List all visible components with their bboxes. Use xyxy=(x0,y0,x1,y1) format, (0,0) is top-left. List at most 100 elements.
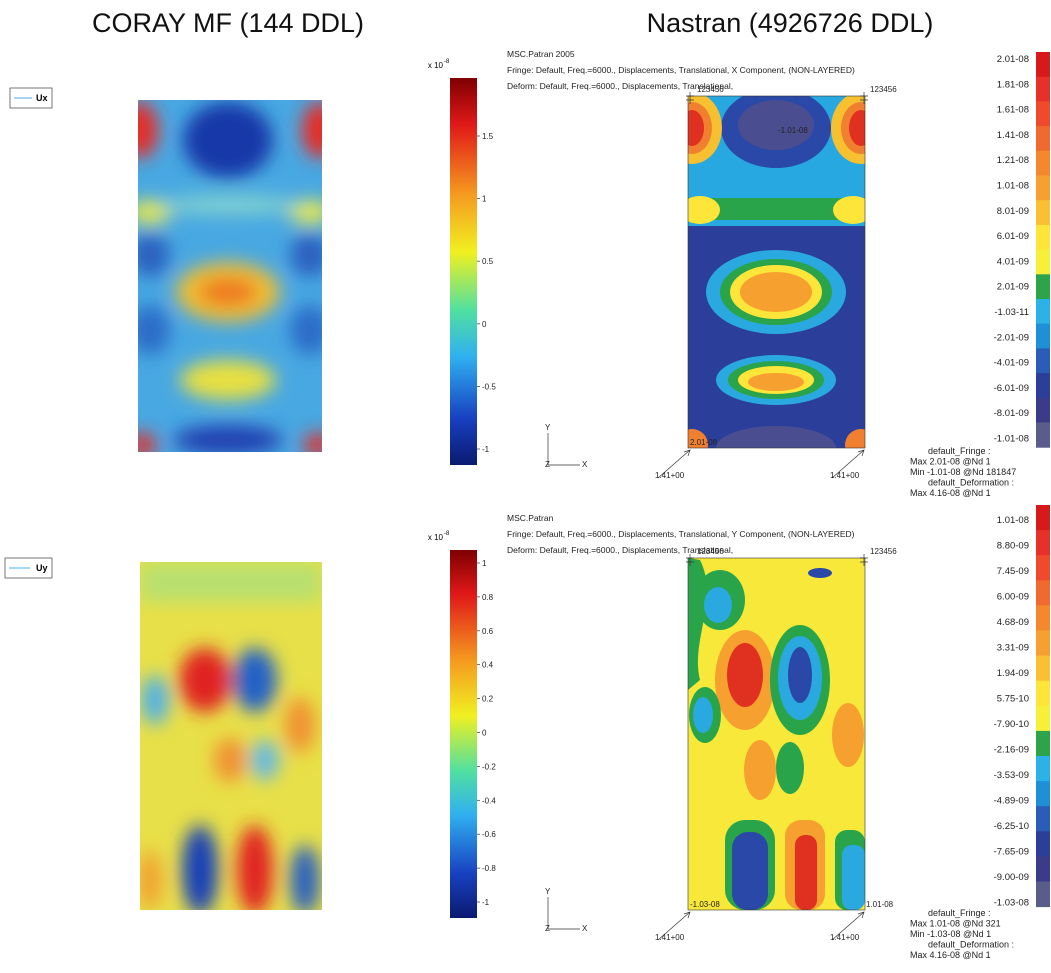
scale-label: 2.01-09 xyxy=(997,282,1029,293)
shape-rect xyxy=(688,198,865,220)
scale-block xyxy=(1036,200,1050,226)
patran-header: MSC.Patran xyxy=(507,513,554,523)
summary-line: default_Fringe : xyxy=(928,446,991,456)
colorbar-exponent: -8 xyxy=(444,531,450,537)
colorbar-tick-label: -1 xyxy=(482,898,490,907)
scale-label: 1.94-09 xyxy=(997,668,1029,679)
node-label: 1.01-08 xyxy=(866,900,894,909)
scale-block xyxy=(1036,630,1050,657)
scale-block xyxy=(1036,323,1050,349)
summary-line: Max 4.16-08 @Nd 1 xyxy=(910,488,991,498)
node-label: 1.41+00 xyxy=(655,933,685,942)
scale-block xyxy=(1036,422,1050,448)
scale-label: 7.45-09 xyxy=(997,566,1029,577)
scale-label: -1.03-08 xyxy=(994,898,1029,909)
scale-label: 8.01-09 xyxy=(997,206,1029,217)
shape-ellipse xyxy=(182,825,218,910)
scale-label: -6.25-10 xyxy=(994,821,1029,832)
shape-ellipse xyxy=(140,850,162,910)
scale-block xyxy=(1036,373,1050,399)
scale-label: 1.41-08 xyxy=(997,130,1029,141)
shape-ellipse xyxy=(688,110,704,146)
shape-ellipse xyxy=(290,845,320,910)
colorbar-tick-label: -0.8 xyxy=(482,864,496,873)
colorbar-tick-label: 1 xyxy=(482,195,487,204)
shape-ellipse xyxy=(688,196,720,224)
scale-label: 4.68-09 xyxy=(997,617,1029,628)
shape-path xyxy=(686,554,694,566)
scale-block xyxy=(1036,781,1050,807)
shape-ellipse xyxy=(727,643,763,707)
shape-ellipse xyxy=(833,196,865,224)
patran-header: Deform: Default, Freq.=6000., Displaceme… xyxy=(507,81,733,91)
colorbar-tick-label: 1.5 xyxy=(482,132,494,141)
scale-block xyxy=(1036,680,1050,707)
patran-header: Fringe: Default, Freq.=6000., Displaceme… xyxy=(507,529,855,539)
node-label: 1.41+00 xyxy=(830,471,860,480)
node-label: 123456 xyxy=(697,547,724,556)
shape-path xyxy=(860,554,868,566)
shape-ellipse xyxy=(845,429,865,448)
scale-block xyxy=(1036,605,1050,631)
patran-header: MSC.Patran 2005 xyxy=(507,49,575,59)
shape-ellipse xyxy=(160,195,300,215)
legend xyxy=(4,87,53,579)
scale-block xyxy=(1036,881,1050,908)
colorbar-tick-label: 0 xyxy=(482,729,487,738)
scale-label: -8.01-09 xyxy=(994,408,1029,419)
scale-block xyxy=(1036,806,1050,832)
scale-label: 4.01-09 xyxy=(997,256,1029,267)
colorbar-tick-label: 0.4 xyxy=(482,661,494,670)
shape-ellipse xyxy=(688,429,708,448)
shape-ellipse xyxy=(704,587,732,623)
shape-path xyxy=(686,92,694,104)
shape-ellipse xyxy=(138,433,156,452)
right-title: Nastran (4926726 DDL) xyxy=(647,8,934,38)
shape-ellipse xyxy=(285,697,315,753)
axis-label: Z xyxy=(545,924,550,933)
shape-path xyxy=(547,433,580,466)
scale-label: -9.00-09 xyxy=(994,872,1029,883)
scale-label: -7.65-09 xyxy=(994,847,1029,858)
summary-line: default_Fringe : xyxy=(928,908,991,918)
shape-ellipse xyxy=(748,373,804,391)
shape-ellipse xyxy=(738,100,814,150)
shape-ellipse xyxy=(237,825,273,910)
mesh-border xyxy=(687,95,866,449)
scale-label: 1.21-08 xyxy=(997,155,1029,166)
patran-header: Deform: Default, Freq.=6000., Displaceme… xyxy=(507,545,733,555)
scale-label: -4.89-09 xyxy=(994,796,1029,807)
shape-ellipse xyxy=(740,272,812,312)
shape-path xyxy=(657,449,691,479)
shape-ellipse xyxy=(141,675,169,725)
colorbar-exponent: -8 xyxy=(444,59,450,65)
scale-block xyxy=(1036,555,1050,581)
scale-label: 2.01-08 xyxy=(997,54,1029,65)
patran-header: Fringe: Default, Freq.=6000., Displaceme… xyxy=(507,65,855,75)
scale-label: 1.01-08 xyxy=(997,515,1029,526)
shape-ellipse xyxy=(198,277,258,307)
scale-label: -1.03-11 xyxy=(994,307,1029,318)
shape-g xyxy=(138,102,322,452)
scale-block xyxy=(1036,655,1050,682)
shape-ellipse xyxy=(776,742,804,794)
scale-block xyxy=(1036,705,1050,732)
left-title: CORAY MF (144 DDL) xyxy=(92,8,364,38)
summary-line: Max 1.01-08 @Nd 321 xyxy=(910,919,1001,929)
scale-block xyxy=(1036,150,1050,176)
scale-block xyxy=(1036,224,1050,251)
shape-ellipse xyxy=(233,648,277,712)
scale-block xyxy=(1036,756,1050,782)
summary-line: Min -1.03-08 @Nd 1 xyxy=(910,929,991,939)
coray-ux-field xyxy=(138,100,322,452)
shape-ellipse xyxy=(251,740,279,780)
shape-rect xyxy=(842,845,865,910)
scale-block xyxy=(1036,101,1050,127)
shape-path xyxy=(860,92,868,104)
scale-label: 1.61-08 xyxy=(997,105,1029,116)
shape-ellipse xyxy=(302,102,322,158)
axis-label: X xyxy=(582,460,588,469)
